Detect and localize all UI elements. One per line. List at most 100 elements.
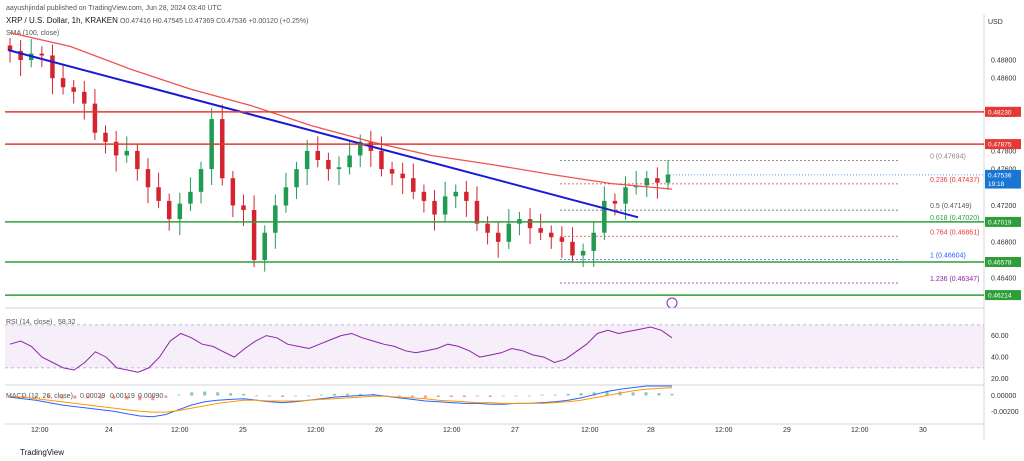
candle-body [166,200,172,220]
macd-y-tick: -0.00200 [991,409,1019,416]
candle-body [251,210,257,260]
y-tick-label: 0.47800 [991,148,1016,155]
candle-body [665,174,671,183]
event-marker-icon[interactable] [666,297,678,309]
candle-body [421,191,427,201]
macd-value-3: 0.00090 [138,393,163,400]
candle-body [602,200,607,233]
attribution-text: aayushjindal published on TradingView.co… [6,5,222,12]
candle-body [570,241,575,256]
macd-histogram-bar [436,395,440,398]
macd-histogram-bar [34,395,38,398]
resistance-level-tag [985,139,1021,150]
x-tick-label: 12:00 [307,427,325,434]
macd-histogram-bar [333,393,337,396]
candle-body [39,53,45,56]
candle-body [379,150,384,170]
signal-line [9,387,673,413]
macd-histogram-bar [294,395,298,397]
candle-body [177,203,183,220]
resistance-level-label: 0.47875 [988,142,1012,149]
macd-histogram-bar [73,395,77,399]
x-tick-label: 12:00 [715,427,733,434]
macd-histogram-bar [242,393,246,396]
candle-body [485,223,490,233]
candle-body [336,167,342,170]
symbol-line: XRP / U.S. Dollar, 1h, KRAKEN [6,16,118,25]
rsi-band [5,324,984,368]
support-level-label: 0.46214 [988,293,1012,300]
macd-histogram-bar [605,391,609,396]
rsi-legend: RSI (14, close) [6,319,52,326]
y-tick-label: 0.46800 [991,239,1016,246]
fib-level-label: 0.764 (0.46861) [930,229,979,236]
macd-histogram-bar [657,393,661,396]
candle-body [347,155,352,168]
candle-body [506,223,512,242]
x-tick-label: 24 [105,427,113,434]
candle-body [591,232,596,251]
macd-histogram-bar [125,395,129,400]
candle-body [92,103,98,133]
sma-legend: SMA (100, close) [6,30,59,37]
candle-body [453,191,458,197]
rsi-value: 58.32 [58,319,76,326]
macd-histogram-bar [177,394,181,396]
macd-histogram-bar [488,395,492,398]
macd-histogram-bar [566,393,570,396]
candle-body [549,232,554,238]
y-tick-label: 0.48800 [991,58,1016,65]
candle-body [241,205,246,210]
candle-body [113,141,119,156]
support-level-tag [985,216,1021,227]
tradingview-logo: TradingView [20,448,64,457]
fib-level-label: 0.236 (0.47437) [930,177,979,184]
price-tag [985,169,1021,180]
macd-line [9,385,672,418]
candle-body [135,150,140,170]
support-level-tag [985,257,1021,267]
macd-histogram-bar [462,395,466,398]
candle-body [124,150,129,156]
candle-body [326,160,331,170]
macd-histogram-bar [320,394,324,396]
fib-level-label: 1.236 (0.46347) [930,276,979,283]
macd-histogram-bar [47,395,51,398]
macd-histogram-bar [631,392,635,396]
x-tick-label: 12:00 [851,427,869,434]
y-tick-label: 0.48600 [991,76,1016,83]
x-tick-label: 29 [783,427,791,434]
macd-histogram-bar [216,392,220,396]
candle-body [559,237,565,242]
fib-level-label: 0.5 (0.47149) [930,203,972,210]
currency-label: USD [988,19,1003,26]
x-tick-label: 25 [239,427,247,434]
macd-histogram-bar [527,395,531,397]
candle-body [655,178,660,183]
sma-line [9,32,673,190]
x-tick-label: 28 [647,427,655,434]
macd-histogram-bar [21,395,25,398]
x-tick-label: 26 [375,427,383,434]
macd-histogram-bar [99,395,103,399]
candle-body [580,250,586,256]
candle-body [495,232,501,242]
candle-body [623,187,628,204]
rsi-y-tick: 60.00 [991,333,1009,340]
price-tag [985,178,1021,189]
candle-body [411,178,416,192]
candle-body [357,141,363,156]
candle-body [612,200,618,204]
candle-body [442,196,448,215]
price-tag-label: 19:18 [988,181,1005,188]
candle-body [527,219,533,229]
macd-histogram-bar [592,392,596,396]
macd-value-2: 0.00119 [110,393,135,400]
macd-histogram-bar [268,395,272,397]
macd-histogram-bar [358,393,362,396]
macd-histogram-bar [151,395,155,401]
macd-histogram-bar [190,392,194,396]
candle-body [145,169,151,188]
macd-histogram-bar [255,395,259,397]
